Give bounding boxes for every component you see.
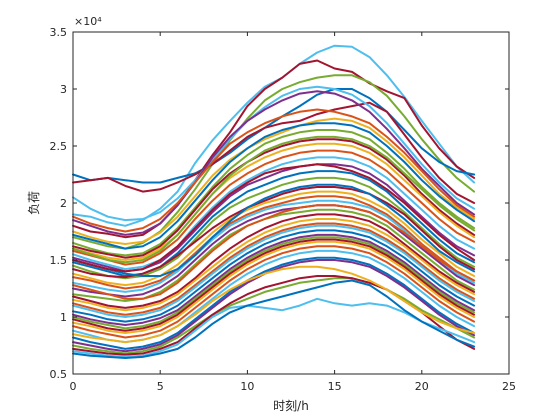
series-line-33 bbox=[72, 238, 476, 332]
series-line-41 bbox=[72, 297, 476, 358]
series-line-32 bbox=[72, 236, 476, 330]
series-line-43 bbox=[72, 265, 476, 344]
y-tick-label: 2 bbox=[60, 197, 67, 210]
series-line-28 bbox=[72, 222, 476, 316]
series-line-20 bbox=[72, 190, 476, 287]
series-line-27 bbox=[72, 218, 476, 312]
y-tick-label: 1.5 bbox=[50, 254, 68, 267]
y-tick-label: 2.5 bbox=[50, 140, 68, 153]
series-line-29 bbox=[72, 224, 476, 318]
series-line-45 bbox=[72, 135, 476, 264]
series-line-44 bbox=[72, 204, 476, 300]
series-line-22 bbox=[72, 199, 476, 293]
series-line-10 bbox=[72, 122, 476, 250]
series-line-7 bbox=[72, 90, 476, 236]
x-tick-label: 15 bbox=[328, 380, 342, 393]
x-tick-label: 20 bbox=[415, 380, 429, 393]
x-axis-ticks: 0 5 10 15 20 25 bbox=[70, 32, 516, 393]
y-tick-label: 3.5 bbox=[50, 26, 68, 39]
x-tick-label: 25 bbox=[502, 380, 516, 393]
series-line-34 bbox=[72, 240, 476, 334]
series-line-4 bbox=[72, 88, 476, 184]
series-line-19 bbox=[72, 186, 476, 279]
series-line-6 bbox=[72, 85, 476, 222]
series-line-42 bbox=[72, 279, 476, 359]
x-axis-title: 时刻/h bbox=[273, 399, 309, 413]
y-tick-label: 3 bbox=[60, 83, 67, 96]
series-line-14 bbox=[72, 149, 476, 266]
series-line-3 bbox=[72, 74, 476, 250]
x-tick-label: 10 bbox=[240, 380, 254, 393]
series-line-24 bbox=[72, 204, 476, 298]
series-layer bbox=[72, 44, 476, 359]
y-axis-ticks: 0.5 1 1.5 2 2.5 3 3.5 bbox=[50, 26, 509, 381]
series-line-21 bbox=[72, 195, 476, 290]
series-line-30 bbox=[72, 229, 476, 323]
x-tick-label: 5 bbox=[157, 380, 164, 393]
series-line-26 bbox=[72, 213, 476, 309]
x-tick-label: 0 bbox=[70, 380, 77, 393]
series-line-31 bbox=[72, 233, 476, 326]
series-line-11 bbox=[72, 129, 476, 257]
y-exponent-label: ×10⁴ bbox=[74, 15, 102, 28]
series-line-39 bbox=[72, 277, 476, 355]
series-line-23 bbox=[72, 183, 476, 277]
series-line-2 bbox=[72, 59, 476, 239]
series-line-46 bbox=[72, 163, 476, 273]
series-line-13 bbox=[72, 142, 476, 261]
series-line-5 bbox=[72, 101, 476, 204]
series-line-12 bbox=[72, 138, 476, 259]
series-line-9 bbox=[72, 117, 476, 245]
y-axis-title: 负荷 bbox=[27, 191, 41, 215]
y-tick-label: 1 bbox=[60, 311, 67, 324]
series-line-35 bbox=[72, 245, 476, 339]
series-line-38 bbox=[72, 259, 476, 353]
y-tick-label: 0.5 bbox=[50, 368, 68, 381]
series-line-8 bbox=[72, 108, 476, 233]
series-line-37 bbox=[72, 256, 476, 350]
series-line-15 bbox=[72, 156, 476, 271]
